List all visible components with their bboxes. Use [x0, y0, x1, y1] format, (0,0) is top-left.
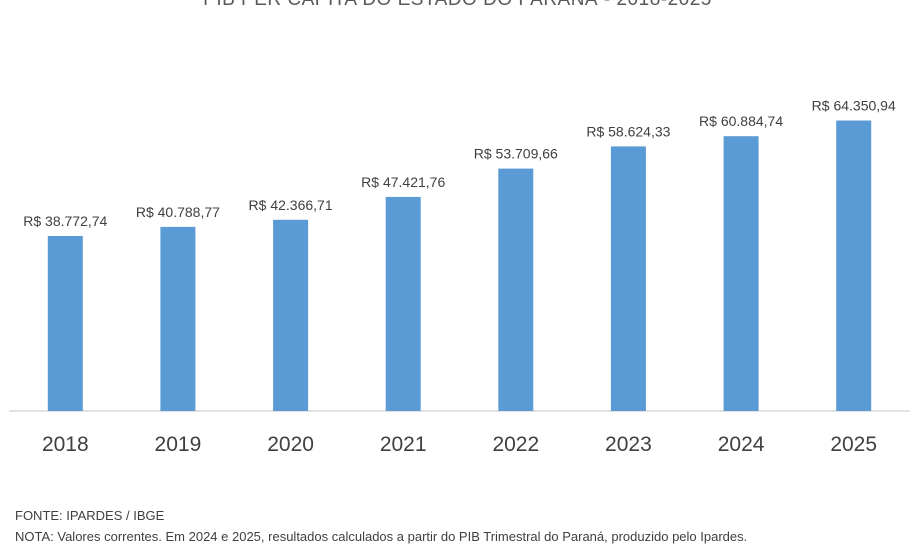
- data-label-2020: R$ 42.366,71: [249, 197, 333, 213]
- data-label-2024: R$ 60.884,74: [699, 113, 783, 129]
- bar-2018: [47, 236, 83, 411]
- data-label-2025: R$ 64.350,94: [812, 98, 896, 114]
- x-tick-label-2022: 2022: [492, 433, 539, 456]
- data-label-2023: R$ 58.624,33: [586, 123, 670, 139]
- footnote: NOTA: Valores correntes. Em 2024 e 2025,…: [15, 529, 748, 544]
- x-tick-label-2021: 2021: [380, 433, 427, 456]
- data-label-2019: R$ 40.788,77: [136, 204, 220, 220]
- source-note: FONTE: IPARDES / IBGE: [15, 508, 165, 523]
- data-label-2018: R$ 38.772,74: [23, 213, 107, 229]
- bar-2021: [385, 196, 421, 411]
- bar-2020: [273, 219, 309, 411]
- bar-2025: [836, 120, 872, 411]
- data-label-2021: R$ 47.421,76: [361, 174, 445, 190]
- bar-2023: [610, 146, 646, 411]
- x-tick-label-2018: 2018: [42, 433, 89, 456]
- x-tick-label-2023: 2023: [605, 433, 652, 456]
- bar-2022: [498, 168, 534, 411]
- x-tick-label-2020: 2020: [267, 433, 314, 456]
- bar-2024: [723, 136, 759, 411]
- bar-2019: [160, 226, 196, 411]
- chart-title: PIB PER CAPITA DO ESTADO DO PARANÁ - 201…: [0, 0, 915, 11]
- x-tick-label-2024: 2024: [718, 433, 765, 456]
- data-label-2022: R$ 53.709,66: [474, 146, 558, 162]
- x-tick-label-2019: 2019: [155, 433, 202, 456]
- bar-chart: R$ 38.772,74 2018 R$ 40.788,77 2019 R$ 42.36…: [9, 98, 910, 456]
- x-tick-label-2025: 2025: [830, 433, 877, 456]
